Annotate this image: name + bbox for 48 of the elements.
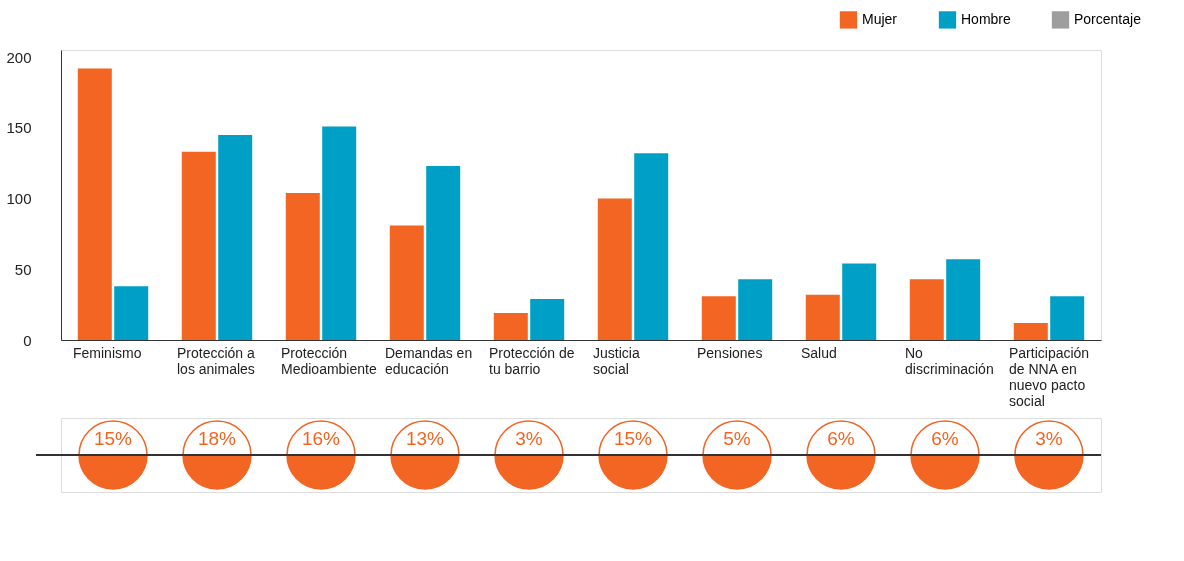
bar [909, 279, 944, 340]
bar [842, 263, 877, 340]
x-tick-label: Protección de tu barrio [489, 344, 575, 377]
bar [389, 225, 424, 340]
bar [322, 126, 357, 340]
x-tick-label: No discriminación [905, 344, 994, 377]
bar [805, 294, 840, 340]
data-label: 5% [723, 428, 751, 449]
data-label: 15% [93, 428, 133, 449]
bar [1013, 323, 1048, 340]
bar [426, 166, 461, 340]
bar [738, 279, 773, 340]
legend-label: Mujer [862, 10, 898, 27]
y-tick-label: 200 [6, 48, 32, 66]
data-label: 13% [405, 428, 445, 449]
legend-label: Porcentaje [1074, 10, 1142, 27]
data-label: 16% [301, 428, 341, 449]
x-tick-label: Justicia social [593, 344, 640, 377]
bar [1050, 296, 1085, 340]
bar [701, 296, 736, 340]
bar [285, 192, 320, 340]
y-tick-label: 0 [23, 331, 32, 349]
bar [493, 313, 528, 340]
x-tick-label: Salud [801, 344, 837, 361]
y-tick-label: 100 [6, 190, 32, 208]
bar [530, 298, 565, 340]
bar [181, 151, 216, 340]
x-tick-label: Protección a los animales [177, 344, 256, 377]
bar [634, 153, 669, 340]
data-label: 15% [613, 428, 653, 449]
x-tick-label: Protección Medioambiente [281, 344, 377, 377]
y-tick-label: 50 [14, 260, 32, 278]
data-label: 6% [931, 428, 959, 449]
x-tick-label: Pensiones [697, 344, 763, 361]
bar [77, 68, 112, 340]
y-tick-label: 150 [6, 119, 32, 137]
x-tick-label: Feminismo [73, 344, 142, 361]
x-tick-label: Participación de NNA en nuevo pacto social [1009, 344, 1090, 409]
legend-label: Hombre [961, 10, 1012, 27]
bar [218, 134, 253, 340]
data-label: 3% [1035, 428, 1063, 449]
data-label: 6% [827, 428, 855, 449]
data-label: 3% [515, 428, 543, 449]
x-tick-label: Demandas en educación [385, 344, 473, 377]
bar [946, 259, 981, 340]
bar [597, 198, 632, 340]
data-label: 18% [197, 428, 237, 449]
bar [114, 286, 149, 340]
